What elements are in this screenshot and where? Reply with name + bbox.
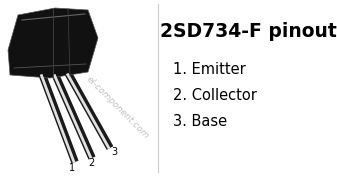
Text: 2SD734-F pinout: 2SD734-F pinout [160, 22, 336, 41]
Text: 3. Base: 3. Base [173, 114, 227, 129]
Text: 1. Emitter: 1. Emitter [173, 62, 246, 77]
Text: 2. Collector: 2. Collector [173, 88, 257, 103]
Text: 1: 1 [69, 163, 75, 173]
Text: 2: 2 [88, 158, 94, 168]
Text: el-component.com: el-component.com [85, 75, 151, 141]
Polygon shape [8, 8, 98, 78]
Text: 3: 3 [111, 147, 117, 157]
